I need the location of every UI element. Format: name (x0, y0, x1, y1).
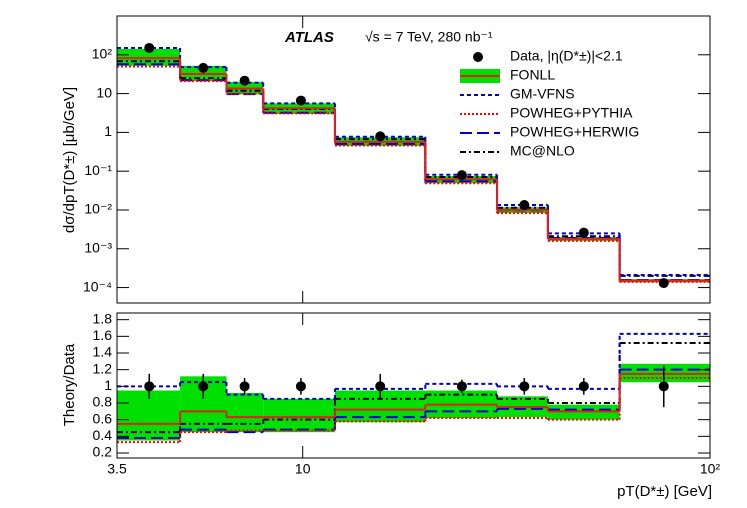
uncertainty-band (226, 393, 264, 433)
data-point (375, 131, 386, 142)
legend-label: Data, |η(D*±)|<2.1 (510, 48, 623, 64)
plot-frame (116, 312, 711, 459)
x-tick-label: 10² (700, 461, 721, 477)
data-point (295, 95, 306, 106)
data-point (295, 381, 306, 392)
data-point (144, 42, 155, 53)
data-point (456, 381, 467, 392)
y-tick-label: 10 (96, 84, 112, 100)
y-tick-label: 1.8 (93, 310, 113, 326)
x-tick-label: 10 (295, 461, 311, 477)
experiment-label: ATLAS (284, 29, 334, 46)
data-point (519, 381, 530, 392)
ratio-y-axis-label: Theory/Data (61, 343, 78, 426)
data-point (578, 227, 589, 238)
y-tick-label: 0.4 (93, 427, 113, 443)
data-point (456, 170, 467, 181)
uncertainty-band (263, 398, 335, 433)
y-tick-label: 10⁻¹ (84, 162, 112, 178)
data-point (144, 381, 155, 392)
data-point (578, 381, 589, 392)
data-point (239, 75, 250, 86)
y-tick-label: 0.2 (93, 444, 113, 460)
y-tick-label: 10² (92, 45, 113, 61)
legend-label: POWHEG+HERWIG (510, 124, 639, 140)
y-tick-label: 0.6 (93, 410, 113, 426)
x-tick-label: 3.5 (107, 461, 127, 477)
legend-label: POWHEG+PYTHIA (510, 105, 633, 121)
y-tick-label: 1 (104, 377, 112, 393)
y-axis-label: dσ/dpT(D*±) [μb/GeV] (61, 87, 78, 233)
legend-label: GM-VFNS (510, 86, 575, 102)
y-tick-label: 1.2 (93, 360, 113, 376)
y-tick-label: 0.8 (93, 394, 113, 410)
data-point (198, 62, 209, 73)
y-tick-label: 10⁻³ (84, 239, 112, 255)
y-tick-label: 1.4 (93, 344, 113, 360)
y-tick-label: 10⁻⁴ (83, 278, 112, 294)
data-point (375, 381, 386, 392)
data-point (658, 381, 669, 392)
y-tick-label: 1 (104, 123, 112, 139)
y-tick-label: 10⁻² (84, 201, 112, 217)
data-point (658, 278, 669, 289)
data-point (519, 200, 530, 211)
y-tick-label: 1.6 (93, 327, 113, 343)
data-point (198, 381, 209, 392)
legend-label: FONLL (510, 67, 555, 83)
legend-marker (473, 52, 483, 62)
plot-frame (116, 15, 711, 304)
data-point (239, 381, 250, 392)
energy-label: √s = 7 TeV, 280 nb⁻¹ (365, 29, 493, 45)
legend-label: MC@NLO (510, 143, 575, 159)
x-axis-label: pT(D*±) [GeV] (617, 483, 712, 500)
